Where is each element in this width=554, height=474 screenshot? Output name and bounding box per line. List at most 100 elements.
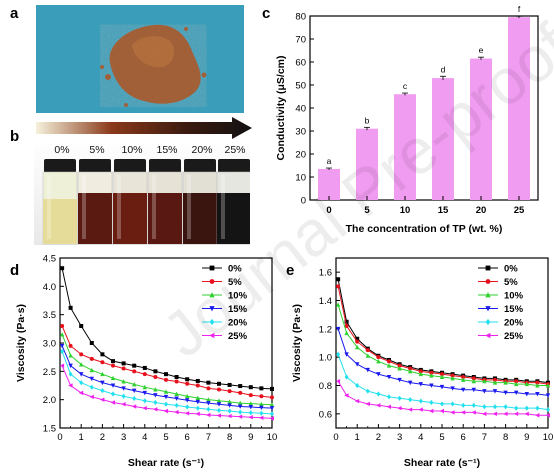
data-point [248,393,253,398]
data-point [132,388,137,393]
data-point [195,399,200,405]
data-point [142,405,147,411]
vial-label-10: 10% [121,144,142,156]
panel-letter-c: c [262,5,271,22]
powder-photo [36,5,244,113]
data-point [429,408,434,414]
data-point [209,318,215,326]
data-point [206,386,211,391]
data-point [418,407,423,412]
data-point [376,403,381,408]
data-point [376,355,381,360]
data-point [142,390,147,396]
vial-label-15: 15% [156,144,177,156]
data-point [237,414,243,419]
y-tick-label: 40 [295,104,306,115]
data-point [121,379,126,384]
bar-0 [317,168,341,200]
data-point [238,400,243,406]
data-point [535,405,540,411]
bar-10 [393,94,417,200]
data-point [355,362,360,367]
data-point [174,396,179,401]
data-point [153,387,158,392]
data-point [524,405,529,411]
x-axis-title: Shear rate (s⁻¹) [404,457,480,469]
data-point [408,397,413,403]
data-point [68,383,73,388]
data-point [344,352,349,357]
data-point [471,402,476,408]
data-point [121,386,126,391]
data-point [78,390,84,396]
data-point [514,379,519,384]
data-point [68,305,73,310]
data-point [440,372,444,377]
data-point [227,382,232,387]
data-point [132,363,137,368]
viscosity-chart-e: 0 1 2 3 4 5 6 7 8 9 10 0.6 0.8 1.0 1.2 1.4 1.6 0% 5% 10% 15%… [291,257,553,469]
data-point [535,413,540,418]
data-point [68,353,73,358]
data-point [386,375,392,380]
data-point [79,352,84,357]
data-point [503,390,508,395]
data-point [535,392,540,397]
data-point [471,410,476,415]
data-point [492,411,497,417]
data-point [492,380,498,385]
data-point [397,405,402,411]
data-point [121,402,126,407]
data-point [110,383,116,388]
legend-label: 0% [504,264,518,275]
data-point [185,377,190,382]
data-point [142,398,147,404]
data-point [216,398,222,403]
data-point [376,372,381,377]
data-point [238,384,243,389]
data-point [418,371,423,377]
data-point [535,380,540,385]
data-point [344,393,349,398]
x-tick-label: 3 [121,432,126,443]
data-point [163,408,168,414]
x-tick-label: 7 [482,432,487,443]
legend-label: 15% [228,304,248,315]
data-point [132,381,137,387]
data-point [485,279,491,284]
data-point [482,378,487,384]
data-point [111,363,115,368]
data-point [79,380,84,386]
data-point [59,332,65,337]
data-point [376,391,381,397]
data-point [514,405,519,411]
data-point [216,413,221,418]
data-point [59,343,65,349]
data-point [408,366,413,371]
data-point [79,324,84,328]
viscosity-chart-d: 0 1 2 3 4 5 6 7 8 9 10 1.5 2.0 2.5 3.0 3.5 4.0 4.5 0% 5% 10%… [15,254,277,470]
vial-3 [147,159,183,245]
data-point [460,410,466,415]
data-point [248,401,253,406]
data-point [142,372,147,377]
data-point [485,292,491,298]
data-point [485,306,491,312]
x-tick-label: 5 [439,432,444,443]
data-point [269,406,275,411]
data-point [546,406,550,413]
data-point [248,410,253,416]
data-point [439,374,445,379]
data-point [408,380,413,386]
data-point [79,372,84,377]
vials-photo: 0% 5% 10% 15% 20% 25% [34,141,250,245]
vial-5 [216,159,250,245]
x-tick-label: 1 [79,432,84,443]
data-point [209,292,215,298]
x-tick-label: 9 [524,432,529,443]
data-point [153,399,158,406]
y-tick-label: 20 [295,150,306,161]
legend-label: 10% [228,291,248,302]
y-tick-label: 1.4 [319,296,332,307]
data-point [100,352,105,357]
